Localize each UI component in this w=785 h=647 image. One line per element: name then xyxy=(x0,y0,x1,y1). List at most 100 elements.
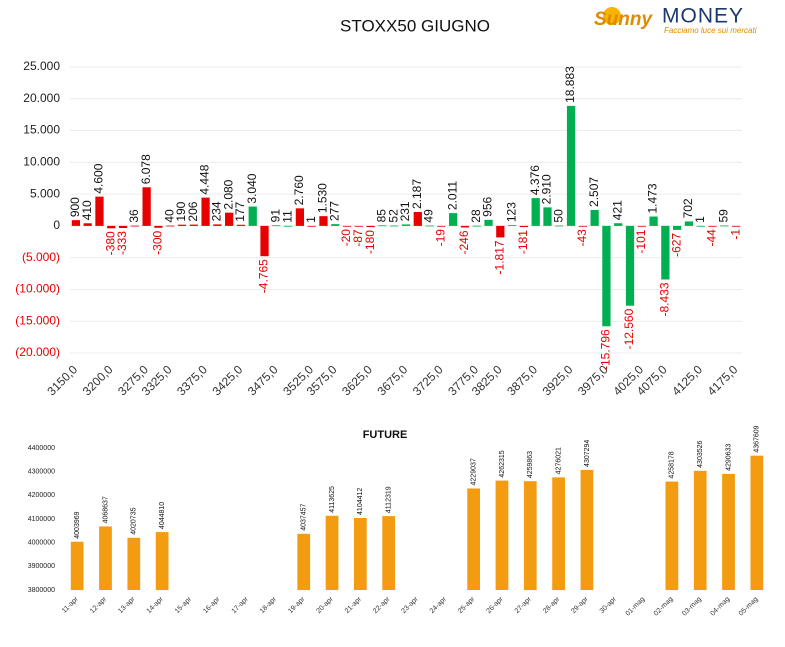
data-label: 1.473 xyxy=(646,183,660,213)
bar xyxy=(366,225,375,228)
data-label: 702 xyxy=(681,198,695,218)
data-label: 91 xyxy=(268,209,282,223)
bar xyxy=(142,187,151,226)
data-label: 4068637 xyxy=(102,496,109,523)
bar xyxy=(189,224,198,226)
x-tick-label: 3875,0 xyxy=(504,362,540,398)
bar xyxy=(248,206,257,226)
bar xyxy=(307,225,316,227)
data-label: 52 xyxy=(386,209,400,223)
bar xyxy=(154,225,163,228)
bar xyxy=(552,477,565,590)
data-label: -380 xyxy=(103,231,117,255)
data-label: -246 xyxy=(457,230,471,254)
bar xyxy=(495,480,509,590)
y-tick-label: (20.000) xyxy=(15,345,60,359)
data-label: 4112319 xyxy=(386,486,393,513)
bar xyxy=(496,225,505,238)
x-tick-label: 3625,0 xyxy=(339,362,375,398)
data-label: 123 xyxy=(504,202,518,222)
y-tick-label: 5.000 xyxy=(30,186,60,200)
bar xyxy=(130,225,139,227)
x-tick-label: 18-apr xyxy=(259,595,279,615)
x-tick-label: 21-apr xyxy=(344,595,364,615)
data-label: 190 xyxy=(174,201,188,221)
bar xyxy=(413,211,422,226)
data-label: 4276021 xyxy=(555,447,562,474)
x-tick-label: 24-apr xyxy=(429,595,449,615)
data-label: 421 xyxy=(610,200,624,220)
y-tick-label: 4000000 xyxy=(28,540,55,547)
data-label: -8.433 xyxy=(658,282,672,316)
data-label: 4113625 xyxy=(329,486,336,513)
data-label: 4.600 xyxy=(92,163,106,193)
bar xyxy=(625,225,635,306)
data-label: 3.040 xyxy=(245,173,259,203)
data-label: 4262315 xyxy=(499,450,506,477)
data-label: 59 xyxy=(716,209,730,223)
data-label: 4229037 xyxy=(470,458,477,485)
data-label: 40 xyxy=(162,209,176,223)
bar xyxy=(578,225,587,227)
data-label: 900 xyxy=(68,197,82,217)
bar xyxy=(331,224,340,226)
data-label: 410 xyxy=(80,200,94,220)
data-label: 206 xyxy=(186,201,200,221)
x-tick-label: 3150,0 xyxy=(44,362,80,398)
bar xyxy=(472,225,481,227)
y-tick-label: 3900000 xyxy=(28,563,55,570)
bar xyxy=(177,224,187,226)
x-tick-label: 3675,0 xyxy=(375,362,411,398)
bar xyxy=(555,225,564,227)
bar xyxy=(708,225,717,227)
bar xyxy=(401,224,411,226)
data-label: 4258178 xyxy=(669,451,676,478)
bar xyxy=(353,517,367,590)
data-label: 956 xyxy=(481,196,495,216)
bar xyxy=(390,225,399,227)
y-tick-label: 0 xyxy=(53,218,60,232)
bar xyxy=(354,225,363,227)
x-tick-label: 17-apr xyxy=(231,595,251,615)
bar xyxy=(260,225,269,257)
data-label: -19 xyxy=(434,229,448,247)
data-label: -4.765 xyxy=(257,259,271,293)
data-label: 4.376 xyxy=(528,165,542,195)
bar xyxy=(283,225,293,227)
bar xyxy=(523,481,537,590)
data-label: -1.817 xyxy=(492,240,506,274)
bar xyxy=(750,455,764,590)
x-tick-label: 3725,0 xyxy=(410,362,446,398)
y-tick-label: 20.000 xyxy=(23,91,60,105)
bar xyxy=(661,225,670,280)
bar xyxy=(319,216,328,226)
data-label: 177 xyxy=(233,201,247,221)
data-label: 4037457 xyxy=(301,503,308,530)
bar xyxy=(566,105,576,226)
logo-name: MONEY xyxy=(662,5,744,28)
data-label: 4290633 xyxy=(725,444,732,471)
bar xyxy=(449,213,458,226)
bar xyxy=(507,225,517,226)
data-label: 2.011 xyxy=(445,181,459,210)
x-tick-label: 11-apr xyxy=(61,595,80,614)
chart-title: STOXX50 GIUGNO xyxy=(340,16,490,35)
data-label: 2.910 xyxy=(540,174,554,204)
x-tick-label: 14-apr xyxy=(146,595,166,615)
bar xyxy=(637,225,646,227)
y-tick-label: 10.000 xyxy=(23,155,60,169)
bar xyxy=(614,223,623,226)
data-label: 4307294 xyxy=(584,440,591,467)
y-tick-label: 4100000 xyxy=(28,516,55,523)
bar xyxy=(225,212,234,226)
data-label: 234 xyxy=(210,201,224,221)
bar xyxy=(460,225,470,228)
bar xyxy=(297,533,311,590)
data-label: 85 xyxy=(375,209,389,223)
data-label: 50 xyxy=(551,209,565,223)
x-tick-label: 05-mag xyxy=(738,596,760,618)
y-tick-label: (10.000) xyxy=(15,282,60,296)
bar xyxy=(543,207,552,226)
data-label: 2.080 xyxy=(221,179,235,209)
